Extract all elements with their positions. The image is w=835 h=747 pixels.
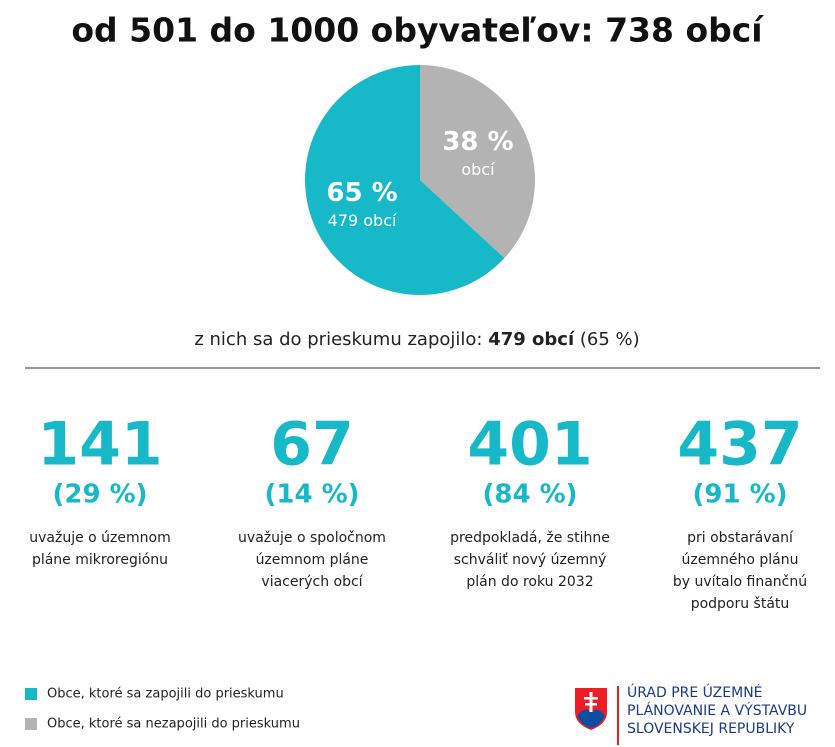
legend-label: Obce, ktoré sa zapojili do prieskumu: [47, 687, 284, 702]
logo-cross: [584, 697, 598, 700]
stat-description: podporu štátu: [691, 596, 790, 612]
legend-swatch: [25, 718, 37, 730]
stat-description: predpokladá, že stihne: [450, 530, 610, 546]
stat-description: pláne mikroregiónu: [32, 552, 168, 568]
slice-label: 38 %: [442, 127, 513, 157]
stat-number: 437: [677, 410, 802, 480]
stat-description: uvažuje o spoločnom: [238, 530, 386, 546]
title: od 501 do 1000 obyvateľov: 738 obcí: [71, 11, 764, 50]
logo-hills: [577, 709, 605, 728]
stat-percent: (91 %): [692, 480, 787, 510]
stat-description: uvažuje o územnom: [29, 530, 170, 546]
logo-text: PLÁNOVANIE A VÝSTAVBU: [627, 702, 807, 719]
stat-description: územného plánu: [682, 552, 799, 568]
slice-label: 65 %: [326, 178, 397, 208]
logo-cross: [585, 703, 597, 706]
pie-slice: [304, 65, 505, 295]
legend-label: Obce, ktoré sa nezapojili do prieskumu: [47, 717, 300, 732]
summary-bold: 479 obcí: [488, 329, 575, 350]
summary: z nich sa do prieskumu zapojilo: 479 obc…: [194, 329, 639, 350]
stat-description: plán do roku 2032: [466, 574, 593, 590]
stat-number: 67: [270, 410, 354, 480]
logo: ÚRAD PRE ÚZEMNÉ PLÁNOVANIE A VÝSTAVBU SL…: [575, 683, 807, 745]
stat-description: viacerých obcí: [261, 574, 363, 590]
stat-description: pri obstarávaní: [687, 530, 794, 546]
stat-percent: (29 %): [52, 480, 147, 510]
logo-text: SLOVENSKEJ REPUBLIKY: [627, 721, 795, 737]
stat-number: 141: [37, 410, 162, 480]
summary-suffix: (65 %): [580, 329, 640, 350]
stat-description: územnom pláne: [256, 552, 369, 568]
legend-swatch: [25, 688, 37, 700]
summary-text: z nich sa do prieskumu zapojilo:: [194, 329, 482, 350]
stat-percent: (84 %): [482, 480, 577, 510]
logo-text: ÚRAD PRE ÚZEMNÉ: [627, 683, 763, 701]
slice-sublabel: obcí: [461, 160, 495, 179]
stat-percent: (14 %): [264, 480, 359, 510]
pie-slice: [420, 65, 535, 259]
stat-number: 401: [467, 410, 592, 480]
logo-cross: [589, 692, 593, 712]
stat-description: by uvítalo finančnú: [673, 574, 807, 590]
stat-description: schváliť nový územný: [454, 552, 607, 568]
slice-sublabel: 479 obcí: [328, 211, 397, 230]
